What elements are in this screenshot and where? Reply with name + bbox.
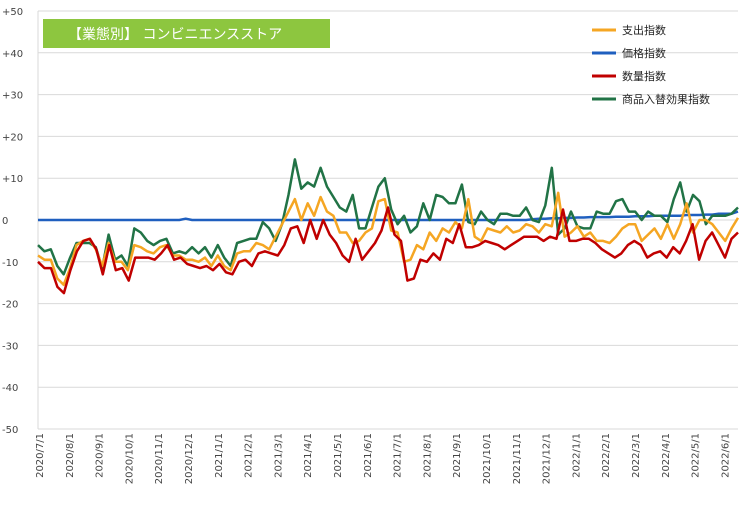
series-lines bbox=[37, 158, 740, 295]
y-axis-ticks: +50 +40 +30 +20 +10 0 -10 -20 -30 -40 -50 bbox=[2, 7, 23, 436]
legend-label-2: 数量指数 bbox=[622, 69, 666, 83]
x-tick-label-21: 2022/4/1 bbox=[661, 433, 672, 478]
x-tick-label-3: 2020/10/1 bbox=[124, 433, 135, 484]
y-tick-label-5: 0 bbox=[2, 216, 8, 227]
chart-title-background bbox=[43, 19, 330, 48]
series-line-2 bbox=[37, 206, 739, 295]
y-tick-label-10: -50 bbox=[2, 425, 18, 436]
series-line-0 bbox=[37, 191, 740, 287]
y-tick-label-3: +20 bbox=[2, 132, 23, 143]
legend: 支出指数 価格指数 数量指数 商品入替効果指数 bbox=[592, 23, 710, 106]
x-tick-label-20: 2022/3/1 bbox=[631, 433, 642, 478]
legend-label-3: 商品入替効果指数 bbox=[622, 92, 710, 106]
x-tick-label-13: 2021/8/1 bbox=[422, 433, 433, 478]
x-tick-label-2: 2020/9/1 bbox=[95, 433, 106, 478]
y-tick-label-2: +30 bbox=[2, 91, 23, 102]
x-tick-label-16: 2021/11/1 bbox=[512, 433, 523, 484]
y-tick-label-7: -20 bbox=[2, 300, 18, 311]
series-line-3 bbox=[37, 158, 739, 276]
chart-title-box: 【業態別】 コンビニエンスストア bbox=[43, 19, 330, 48]
x-tick-label-19: 2022/2/1 bbox=[601, 433, 612, 478]
legend-label-0: 支出指数 bbox=[622, 23, 666, 37]
x-tick-label-22: 2022/5/1 bbox=[691, 433, 702, 478]
x-tick-label-15: 2021/10/1 bbox=[482, 433, 493, 484]
y-tick-label-8: -30 bbox=[2, 341, 18, 352]
x-tick-label-0: 2020/7/1 bbox=[35, 433, 46, 478]
x-tick-label-6: 2021/1/1 bbox=[214, 433, 225, 478]
x-tick-label-23: 2022/6/1 bbox=[720, 433, 731, 478]
x-tick-label-1: 2020/8/1 bbox=[65, 433, 76, 478]
x-tick-label-14: 2021/9/1 bbox=[452, 433, 463, 478]
chart-title: 【業態別】 コンビニエンスストア bbox=[68, 27, 282, 43]
y-tick-label-4: +10 bbox=[2, 174, 23, 185]
legend-label-1: 価格指数 bbox=[622, 46, 666, 60]
y-tick-label-9: -40 bbox=[2, 383, 18, 394]
x-tick-label-5: 2020/12/1 bbox=[184, 433, 195, 484]
x-tick-label-10: 2021/5/1 bbox=[333, 433, 344, 478]
x-tick-label-7: 2021/2/1 bbox=[244, 433, 255, 478]
x-tick-label-18: 2022/1/1 bbox=[571, 433, 582, 478]
x-tick-label-12: 2021/7/1 bbox=[393, 433, 404, 478]
x-tick-label-8: 2021/3/1 bbox=[273, 433, 284, 478]
x-tick-label-11: 2021/6/1 bbox=[363, 433, 374, 478]
y-tick-label-0: +50 bbox=[2, 7, 23, 18]
x-axis-ticks: 2020/7/1 2020/8/1 2020/9/1 2020/10/1 2020/11… bbox=[35, 433, 731, 484]
y-tick-label-1: +40 bbox=[2, 49, 23, 60]
x-tick-label-9: 2021/4/1 bbox=[303, 433, 314, 478]
y-tick-label-6: -10 bbox=[2, 258, 18, 269]
x-tick-label-17: 2021/12/1 bbox=[542, 433, 553, 484]
x-tick-label-4: 2020/11/1 bbox=[154, 433, 165, 484]
